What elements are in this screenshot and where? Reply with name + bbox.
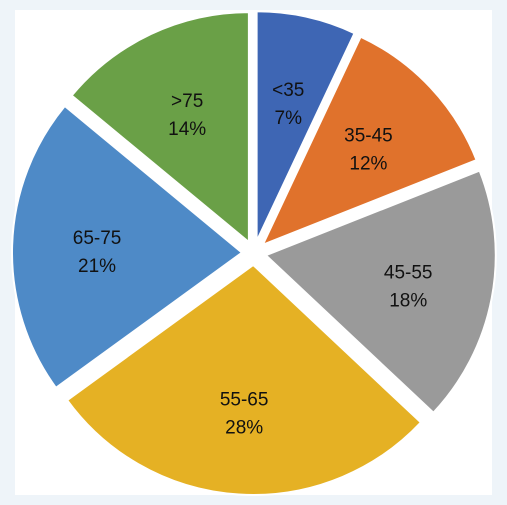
pie-slice-35-45 [260, 35, 478, 247]
pie-slice-55-65 [65, 263, 423, 496]
pie-slice-65-75 [11, 104, 244, 390]
slice-label-55-65: 55-65 28% [220, 390, 269, 439]
pie-slice-45-55 [263, 169, 497, 415]
slice-percent-label: 12% [349, 154, 387, 175]
pie-labels: <35 7%35-45 12%45-55 18%55-65 28%65-75 21%>75… [73, 80, 433, 439]
slice-percent-label: 18% [389, 290, 427, 311]
slice-category-label: 45-55 [384, 262, 433, 283]
slice-category-label: >75 [171, 91, 203, 112]
pie-slices [11, 10, 497, 496]
slice-percent-label: 7% [275, 108, 303, 129]
slice-label-45-55: 45-55 18% [384, 262, 433, 311]
slice-category-label: <35 [272, 80, 304, 101]
slice-label-35-45: 35-45 12% [344, 126, 393, 175]
slice-label-gt-75: >75 14% [168, 91, 206, 140]
slice-percent-label: 28% [225, 418, 263, 439]
slice-percent-label: 21% [78, 256, 116, 277]
slice-label-65-75: 65-75 21% [73, 228, 122, 277]
slice-label-lt-35: <35 7% [272, 80, 304, 129]
slice-category-label: 65-75 [73, 228, 122, 249]
slice-percent-label: 14% [168, 119, 206, 140]
pie-slice-lt-35 [255, 10, 356, 242]
slice-category-label: 55-65 [220, 390, 269, 411]
pie-slice-gt-75 [70, 11, 250, 245]
slice-category-label: 35-45 [344, 126, 393, 147]
